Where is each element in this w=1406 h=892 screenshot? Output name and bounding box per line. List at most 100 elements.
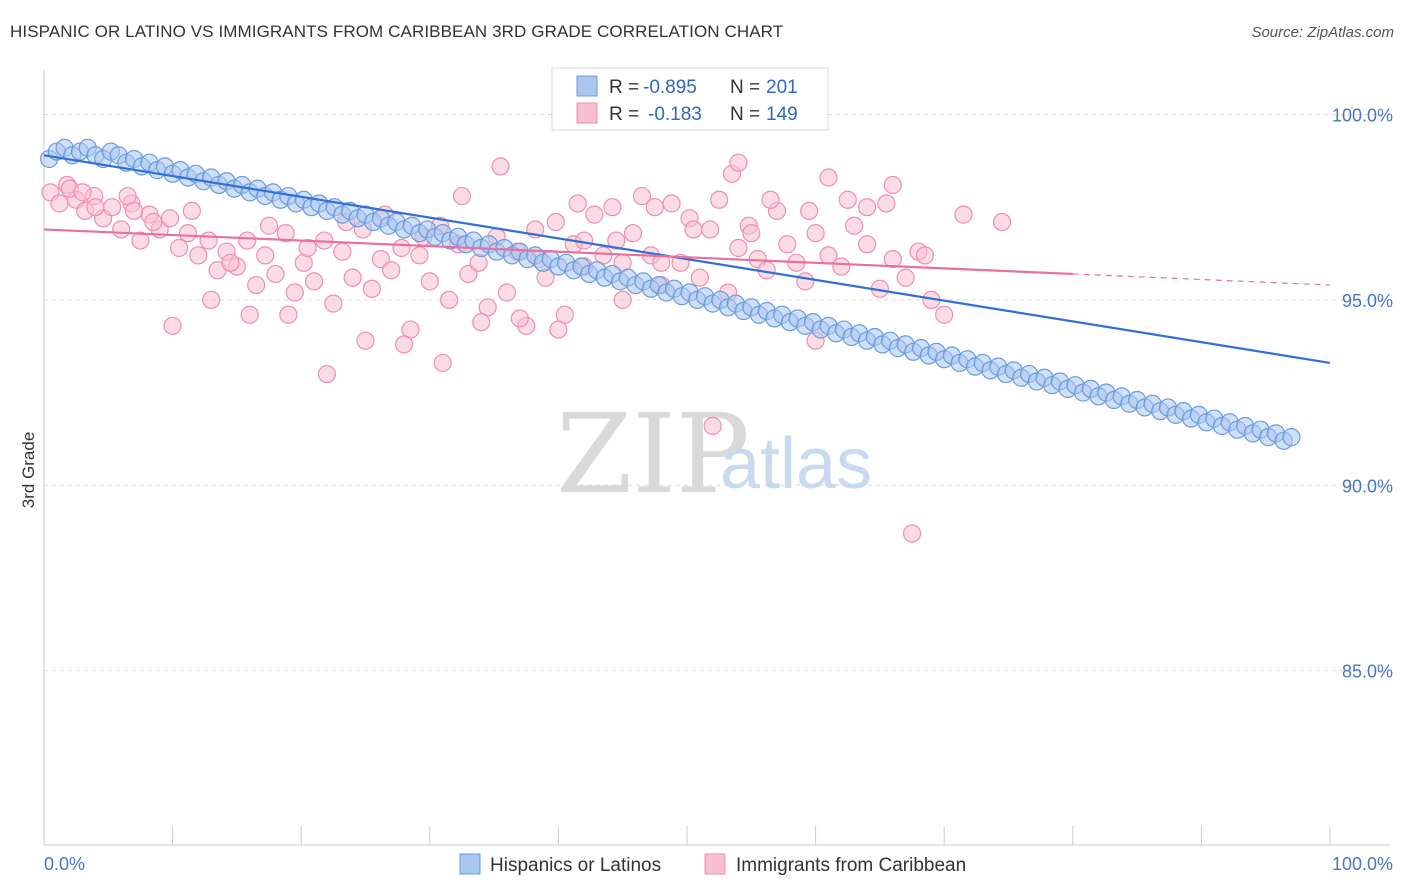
pink-point-68 — [690, 268, 709, 287]
pink-point-32 — [343, 268, 362, 287]
pink-point-94 — [144, 212, 163, 232]
blue-point-161 — [1282, 428, 1301, 447]
pink-point-124 — [356, 331, 375, 350]
pink-point-17 — [199, 231, 218, 250]
y-tick-labels: 85.0% 90.0% 95.0% 100.0% — [1332, 105, 1393, 681]
x-tick-label-0: 0.0% — [44, 854, 85, 874]
pink-point-126 — [433, 353, 452, 373]
pink-point-125 — [394, 335, 414, 354]
legend-r-value-blue: -0.895 — [643, 77, 697, 98]
top-legend-box — [551, 67, 829, 131]
pink-point-40 — [420, 272, 439, 291]
pink-point-70 — [710, 190, 729, 209]
pink-point-44 — [459, 264, 478, 284]
pink-point-90 — [935, 305, 954, 324]
pink-point-77 — [778, 235, 797, 254]
pink-point-103 — [491, 157, 510, 176]
pink-point-27 — [294, 253, 313, 272]
pink-point-80 — [806, 224, 825, 243]
pink-point-62 — [632, 186, 652, 206]
bottom-legend-label-blue: Hispanics or Latinos — [490, 855, 661, 876]
pink-point-136 — [902, 524, 922, 543]
pink-point-141 — [883, 175, 902, 195]
pink-point-120 — [202, 290, 221, 310]
pink-point-25 — [276, 224, 295, 243]
series-immigrants-from-caribbean — [41, 105, 1012, 543]
pink-point-31 — [333, 242, 352, 261]
bottom-legend-swatch-blue — [459, 853, 481, 875]
pink-point-123 — [317, 364, 337, 384]
pink-point-84 — [857, 235, 877, 254]
pink-point-119 — [163, 316, 182, 335]
pink-point-114 — [915, 246, 935, 265]
pink-point-92 — [86, 198, 105, 217]
bottom-legend: Hispanics or Latinos Immigrants from Car… — [459, 853, 966, 876]
top-legend: R = -0.895 N = 201 R = -0.183 N = 149 — [551, 67, 829, 131]
y-axis-title: 3rd Grade — [19, 432, 38, 509]
pink-point-34 — [362, 279, 382, 298]
pink-point-35 — [371, 250, 391, 269]
pink-point-45 — [469, 253, 488, 272]
legend-n-value-pink: 149 — [766, 104, 798, 125]
legend-n-label-blue: N = — [730, 77, 760, 98]
pink-point-135 — [703, 416, 722, 436]
pink-point-28 — [304, 272, 324, 291]
pink-point-61 — [623, 224, 643, 243]
pink-point-8 — [112, 220, 131, 239]
pink-point-57 — [585, 205, 604, 224]
pink-point-15 — [178, 224, 198, 243]
y-tick-label-1: 90.0% — [1342, 476, 1393, 496]
watermark-atlas: atlas — [720, 424, 872, 504]
pink-point-36 — [382, 261, 401, 280]
pink-point-86 — [883, 250, 902, 269]
x-tick-labels: 0.0% 100.0% — [44, 854, 1393, 874]
pink-point-107 — [645, 198, 664, 217]
pink-point-42 — [439, 290, 459, 310]
pink-point-65 — [662, 194, 681, 213]
pink-point-121 — [240, 305, 259, 324]
pink-point-98 — [298, 238, 317, 258]
pink-point-110 — [761, 190, 780, 209]
pink-point-82 — [832, 257, 851, 276]
bottom-legend-swatch-pink — [704, 853, 726, 875]
trend-line-blue — [43, 154, 1331, 365]
pink-point-53 — [546, 212, 565, 232]
pink-point-87 — [896, 268, 915, 287]
pink-point-7 — [103, 198, 122, 217]
trend-line-pink-extension — [1072, 273, 1331, 286]
pink-point-115 — [954, 205, 973, 224]
pink-point-10 — [131, 231, 150, 250]
pink-point-108 — [684, 220, 703, 239]
pink-point-26 — [285, 283, 304, 302]
pink-point-96 — [221, 253, 240, 272]
pink-point-95 — [182, 201, 201, 221]
axes — [43, 70, 1390, 846]
legend-r-value-pink: -0.183 — [648, 104, 702, 125]
pink-point-122 — [279, 305, 298, 324]
pink-point-16 — [189, 246, 208, 265]
pink-point-97 — [259, 216, 279, 235]
legend-swatch-pink — [576, 102, 598, 124]
pink-point-113 — [877, 194, 896, 213]
source-label: Source: ZipAtlas.com — [1251, 24, 1394, 41]
pink-point-127 — [472, 313, 491, 332]
x-tick-label-1: 100.0% — [1332, 854, 1393, 874]
pink-point-30 — [324, 294, 343, 313]
pink-point-117 — [73, 183, 92, 202]
pink-point-106 — [607, 231, 626, 250]
watermark: ZIP atlas — [556, 390, 872, 518]
y-tick-label-2: 95.0% — [1342, 291, 1393, 311]
legend-r-label-pink: R = — [609, 104, 639, 125]
watermark-zip: ZIP — [556, 390, 750, 518]
pink-point-22 — [247, 275, 266, 295]
pink-point-13 — [160, 209, 180, 228]
trend-line-pink — [43, 228, 1073, 276]
pink-point-111 — [800, 201, 819, 221]
trend-lines — [43, 154, 1331, 365]
pink-point-1 — [50, 194, 69, 213]
pink-point-128 — [510, 309, 529, 328]
pink-point-112 — [838, 190, 857, 209]
pink-point-24 — [266, 264, 285, 284]
pink-point-140 — [857, 198, 877, 217]
